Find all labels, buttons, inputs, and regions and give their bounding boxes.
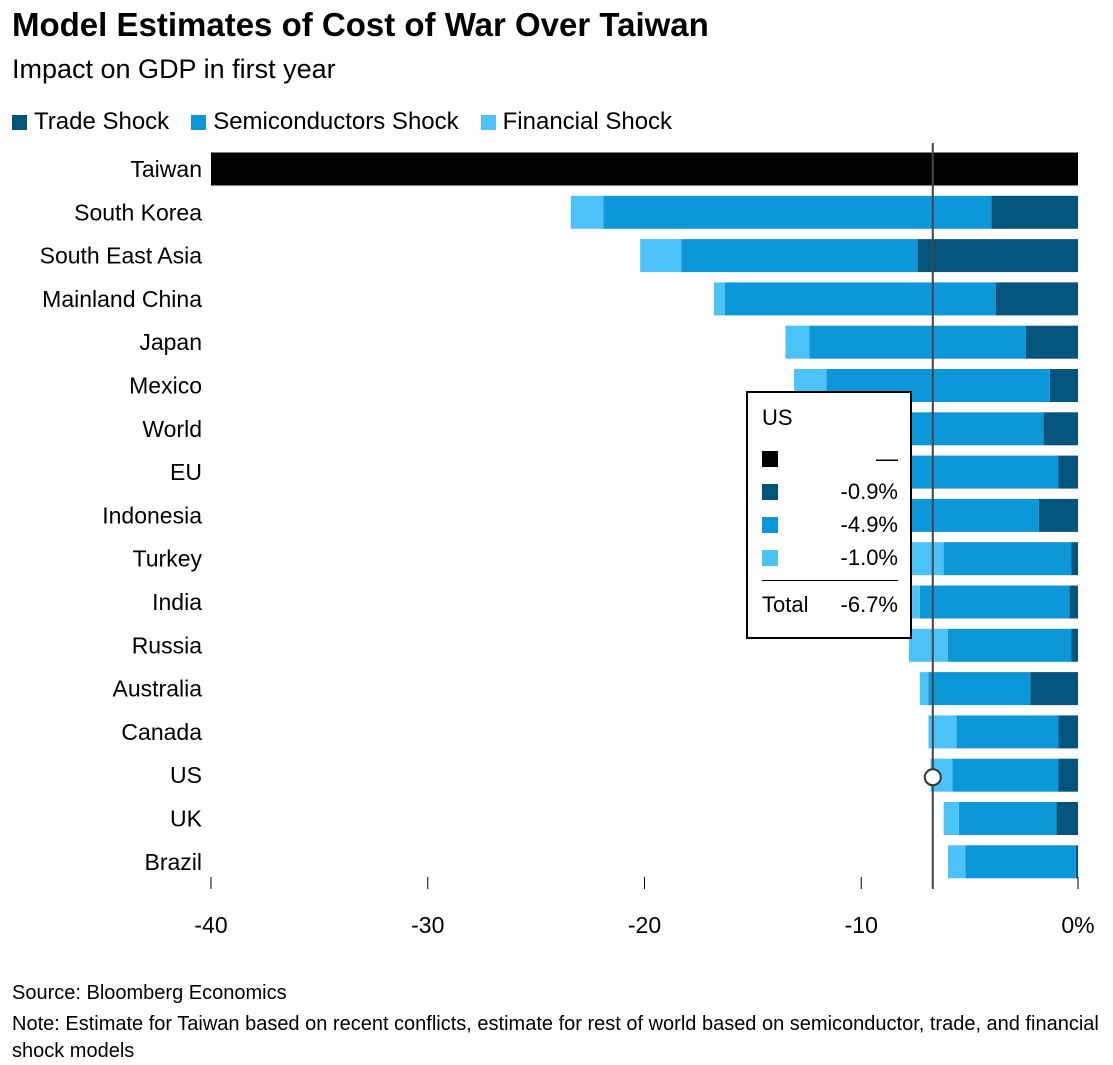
category-label-us: US	[170, 762, 202, 788]
bar-south-east-asia-trade-shock	[917, 239, 1078, 273]
tooltip-value: -1.0%	[840, 545, 898, 570]
tooltip-value: -4.9%	[840, 512, 898, 537]
category-label-world: World	[142, 416, 202, 442]
bar-taiwan-taiwan	[211, 152, 1078, 186]
bar-russia-trade-shock	[1071, 628, 1078, 662]
bar-south-east-asia-financial-shock	[640, 239, 682, 273]
tooltip-total-value: -6.7%	[840, 592, 898, 617]
bar-turkey-trade-shock	[1071, 542, 1078, 576]
category-label-indonesia: Indonesia	[102, 502, 202, 528]
bar-us-semiconductors-shock	[952, 758, 1059, 792]
category-label-mexico: Mexico	[129, 373, 202, 399]
bar-turkey-semiconductors-shock	[943, 542, 1072, 576]
tooltip-row-trade: -0.9%	[762, 479, 898, 505]
bar-australia-trade-shock	[1030, 672, 1078, 706]
bar-mexico-trade-shock	[1049, 369, 1078, 402]
bar-indonesia-trade-shock	[1038, 498, 1078, 532]
category-label-india: India	[152, 589, 202, 615]
tooltip-swatch	[762, 550, 778, 566]
tooltip-total-label: Total	[762, 592, 809, 617]
legend: Trade Shock Semiconductors Shock Financi…	[12, 106, 694, 138]
tooltip-total: Total -6.7%	[762, 592, 898, 618]
bar-uk-trade-shock	[1056, 802, 1078, 835]
bar-south-korea-trade-shock	[991, 195, 1078, 229]
footnote: Note: Estimate for Taiwan based on recen…	[12, 1013, 1099, 1062]
bar-us-trade-shock	[1058, 758, 1078, 792]
legend-swatch-financial-shock	[480, 114, 496, 130]
legend-label: Trade Shock	[34, 108, 170, 135]
bar-russia-financial-shock	[908, 628, 948, 662]
legend-item-trade-shock[interactable]: Trade Shock	[12, 108, 169, 136]
bar-south-korea-financial-shock	[570, 195, 604, 229]
category-label-japan: Japan	[139, 329, 202, 355]
bar-uk-semiconductors-shock	[958, 802, 1057, 835]
bar-turkey-financial-shock	[911, 542, 944, 576]
tooltip-value: -0.9%	[840, 479, 898, 504]
tooltip-swatch	[762, 451, 778, 467]
bar-uk-financial-shock	[943, 802, 959, 835]
tooltip-row-financial: -1.0%	[762, 545, 898, 571]
tooltip-swatch	[762, 517, 778, 533]
category-label-turkey: Turkey	[133, 546, 203, 572]
x-tick-label: -10	[845, 912, 878, 938]
category-label-uk: UK	[170, 806, 203, 832]
tooltip-divider	[762, 580, 898, 581]
tooltip-row-semiconductors: -4.9%	[762, 512, 898, 538]
tooltip-swatch	[762, 484, 778, 500]
tooltip-title: US	[762, 405, 793, 430]
bar-eu-trade-shock	[1058, 455, 1078, 489]
bar-australia-semiconductors-shock	[928, 672, 1031, 706]
category-label-russia: Russia	[132, 632, 203, 658]
highlight-marker	[923, 768, 942, 787]
category-label-canada: Canada	[121, 719, 202, 745]
legend-item-semiconductors-shock[interactable]: Semiconductors Shock	[191, 108, 459, 136]
category-label-australia: Australia	[113, 676, 203, 702]
bar-japan-trade-shock	[1025, 325, 1078, 359]
legend-item-financial-shock[interactable]: Financial Shock	[480, 108, 673, 136]
bar-brazil-trade-shock	[1075, 845, 1078, 879]
x-tick-label: -20	[628, 912, 661, 938]
legend-label: Financial Shock	[502, 108, 673, 135]
category-label-mainland-china: Mainland China	[42, 286, 202, 312]
bar-brazil-semiconductors-shock	[965, 845, 1076, 879]
bar-japan-semiconductors-shock	[809, 325, 1026, 359]
bar-mainland-china-trade-shock	[995, 282, 1078, 316]
bar-mainland-china-financial-shock	[713, 282, 725, 316]
tooltip-us: US — -0.9% -4.9% -1.0% Total -6.7%	[746, 391, 912, 639]
bar-japan-financial-shock	[785, 325, 810, 359]
source-note: Source: Bloomberg Economics	[12, 982, 287, 1004]
chart-title: Model Estimates of Cost of War Over Taiw…	[12, 6, 709, 43]
bar-south-east-asia-semiconductors-shock	[681, 239, 918, 273]
category-label-taiwan: Taiwan	[130, 156, 202, 182]
x-tick-label: -30	[411, 912, 444, 938]
legend-swatch-trade-shock	[12, 114, 27, 130]
legend-label: Semiconductors Shock	[213, 108, 459, 135]
category-label-eu: EU	[170, 459, 202, 485]
bar-chart: Taiwan South Korea South East Asia Mainland…	[40, 143, 1095, 938]
bar-india-trade-shock	[1069, 585, 1078, 619]
x-tick-label: -40	[194, 912, 227, 938]
bar-mainland-china-semiconductors-shock	[724, 282, 996, 316]
bar-india-financial-shock	[908, 585, 920, 619]
bar-canada-trade-shock	[1058, 715, 1078, 749]
bar-australia-financial-shock	[919, 672, 929, 706]
category-label-south-korea: South Korea	[74, 199, 202, 225]
tooltip-value: —	[876, 446, 898, 471]
bar-world-trade-shock	[1043, 412, 1078, 446]
bar-canada-semiconductors-shock	[956, 715, 1059, 749]
category-label-south-east-asia: South East Asia	[40, 243, 203, 269]
category-label-brazil: Brazil	[144, 849, 202, 875]
tooltip-row-taiwan: —	[762, 446, 898, 472]
bar-south-korea-semiconductors-shock	[603, 195, 992, 229]
x-tick-label: 0%	[1061, 912, 1094, 938]
bar-brazil-financial-shock	[947, 845, 966, 879]
bar-russia-semiconductors-shock	[947, 628, 1072, 662]
bar-eu-semiconductors-shock	[904, 455, 1059, 489]
chart-subtitle: Impact on GDP in first year	[12, 54, 336, 84]
bar-india-semiconductors-shock	[919, 585, 1070, 619]
legend-swatch-semiconductors-shock	[191, 114, 207, 130]
